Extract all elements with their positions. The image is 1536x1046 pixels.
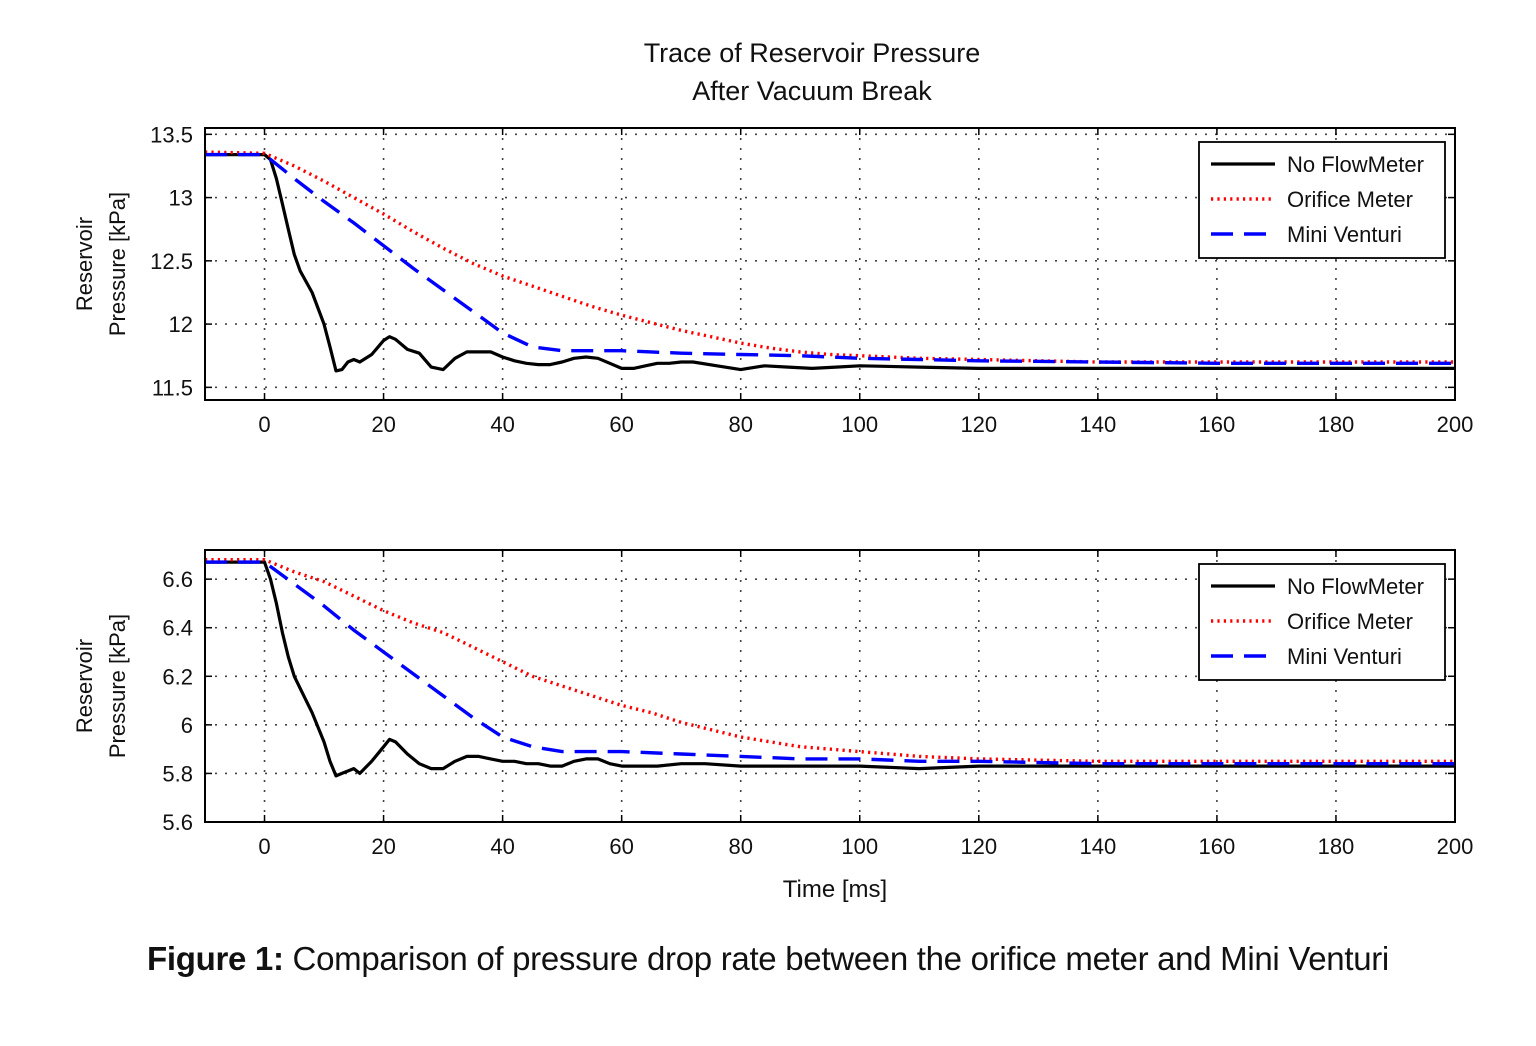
series-line-no-flowmeter xyxy=(205,560,1455,778)
x-tick-label-2: 40 xyxy=(490,412,514,437)
y-tick-label-0: 5.6 xyxy=(162,810,193,835)
series-line-mini-venturi xyxy=(205,560,1455,766)
y-axis-label-line-1: Reservoir xyxy=(72,217,97,311)
legend-label-no-flowmeter: No FlowMeter xyxy=(1287,574,1424,599)
x-axis-label: Time [ms] xyxy=(783,876,887,903)
y-tick-label-5: 6.6 xyxy=(162,567,193,592)
legend: No FlowMeter Orifice Meter Mini Venturi xyxy=(1198,141,1446,259)
x-tick-label-4: 80 xyxy=(728,412,752,437)
figure-caption: Figure 1: Comparison of pressure drop ra… xyxy=(0,940,1536,978)
x-tick-label-8: 160 xyxy=(1199,412,1236,437)
y-tick-label-1: 12 xyxy=(169,312,193,337)
x-tick-label-5: 100 xyxy=(841,412,878,437)
x-tick-label-8: 160 xyxy=(1199,834,1236,859)
series-line-mini-venturi xyxy=(205,152,1455,365)
legend-label-mini-venturi: Mini Venturi xyxy=(1287,222,1402,247)
series-group xyxy=(205,150,1455,373)
y-axis-label-line-1: Reservoir xyxy=(72,639,97,733)
legend-label-no-flowmeter: No FlowMeter xyxy=(1287,152,1424,177)
legend-box xyxy=(1198,563,1446,681)
legend-label-mini-venturi: Mini Venturi xyxy=(1287,644,1402,669)
x-tick-label-6: 120 xyxy=(960,834,997,859)
y-tick-label-4: 6.4 xyxy=(162,616,193,641)
y-axis-label-line-2: Pressure [kPa] xyxy=(105,192,130,336)
y-tick-label-4: 13.5 xyxy=(150,122,193,147)
y-tick-label-0: 11.5 xyxy=(152,375,193,400)
plot-frame xyxy=(204,549,1456,823)
plot-frame xyxy=(204,127,1456,401)
bottom-chart-panel: 0 20 40 60 80 100 120 140 160 180 200 5.6 5.8 6 6.2 6.4… xyxy=(72,549,1474,903)
x-tick-label-9: 180 xyxy=(1318,834,1355,859)
x-tick-label-0: 0 xyxy=(258,412,270,437)
chart-title-line-1: Trace of Reservoir Pressure xyxy=(644,38,981,68)
series-line-no-flowmeter xyxy=(205,153,1455,373)
y-tick-label-2: 6 xyxy=(181,713,193,738)
top-chart-panel: 0 20 40 60 80 100 120 140 160 180 200 11.5 12 12.5 13 1… xyxy=(72,122,1473,437)
x-tick-label-1: 20 xyxy=(371,834,395,859)
x-tick-label-2: 40 xyxy=(490,834,514,859)
y-tick-label-2: 12.5 xyxy=(150,249,193,274)
x-tick-label-7: 140 xyxy=(1079,834,1116,859)
caption-label: Figure 1: xyxy=(147,940,284,977)
x-tick-label-1: 20 xyxy=(371,412,395,437)
x-tick-label-9: 180 xyxy=(1318,412,1355,437)
legend-box xyxy=(1198,141,1446,259)
y-tick-label-1: 5.8 xyxy=(162,761,193,786)
x-tick-label-10: 200 xyxy=(1437,412,1474,437)
y-tick-label-3: 13 xyxy=(169,186,193,211)
x-tick-label-6: 120 xyxy=(960,412,997,437)
legend: No FlowMeter Orifice Meter Mini Venturi xyxy=(1198,563,1446,681)
x-tick-label-7: 140 xyxy=(1079,412,1116,437)
x-tick-label-3: 60 xyxy=(609,834,633,859)
x-tick-label-0: 0 xyxy=(258,834,270,859)
x-tick-label-4: 80 xyxy=(728,834,752,859)
y-tick-label-3: 6.2 xyxy=(162,664,193,689)
legend-label-orifice-meter: Orifice Meter xyxy=(1287,187,1413,212)
y-axis-label-line-2: Pressure [kPa] xyxy=(105,614,130,758)
caption-text: Comparison of pressure drop rate between… xyxy=(283,940,1390,977)
x-tick-label-10: 200 xyxy=(1437,834,1474,859)
series-group xyxy=(205,558,1455,778)
series-line-orifice-meter xyxy=(205,150,1455,364)
legend-label-orifice-meter: Orifice Meter xyxy=(1287,609,1413,634)
chart-title-line-2: After Vacuum Break xyxy=(692,76,932,106)
x-tick-label-3: 60 xyxy=(609,412,633,437)
x-tick-label-5: 100 xyxy=(841,834,878,859)
